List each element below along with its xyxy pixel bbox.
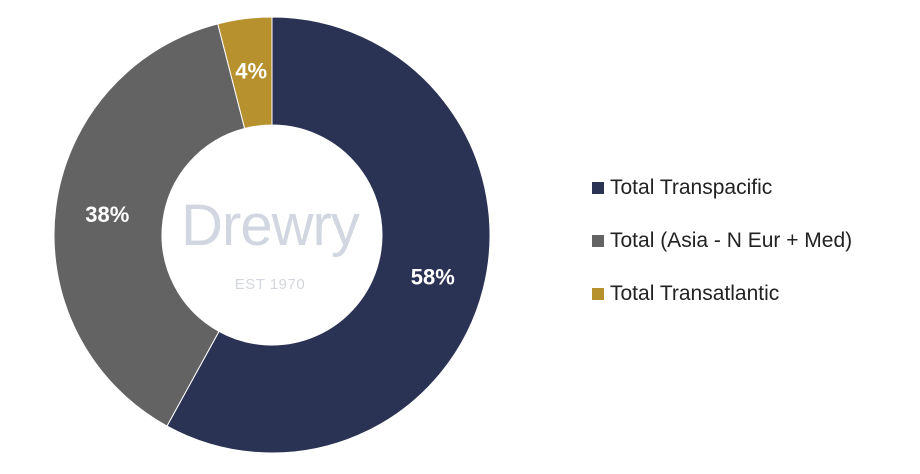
slice-label-2: 4% [235, 58, 267, 83]
donut-slice-2 [217, 16, 273, 130]
legend-swatch [592, 182, 604, 194]
slice-label-0: 58% [411, 264, 455, 289]
legend-swatch [592, 288, 604, 300]
legend-label: Total (Asia - N Eur + Med) [610, 229, 853, 252]
legend-item: Total Transpacific [592, 170, 852, 206]
legend-item: Total Transatlantic [592, 276, 852, 312]
donut-slice-1 [53, 23, 246, 427]
chart-legend: Total Transpacific Total (Asia - N Eur + … [592, 170, 852, 329]
legend-label: Total Transpacific [610, 176, 773, 199]
watermark-logo: Drewry [181, 193, 360, 258]
donut-slice-0 [166, 16, 491, 454]
legend-swatch [592, 235, 604, 247]
legend-label: Total Transatlantic [610, 282, 780, 305]
slice-label-1: 38% [85, 202, 129, 227]
watermark-est: EST 1970 [234, 276, 306, 293]
legend-item: Total (Asia - N Eur + Med) [592, 223, 852, 259]
